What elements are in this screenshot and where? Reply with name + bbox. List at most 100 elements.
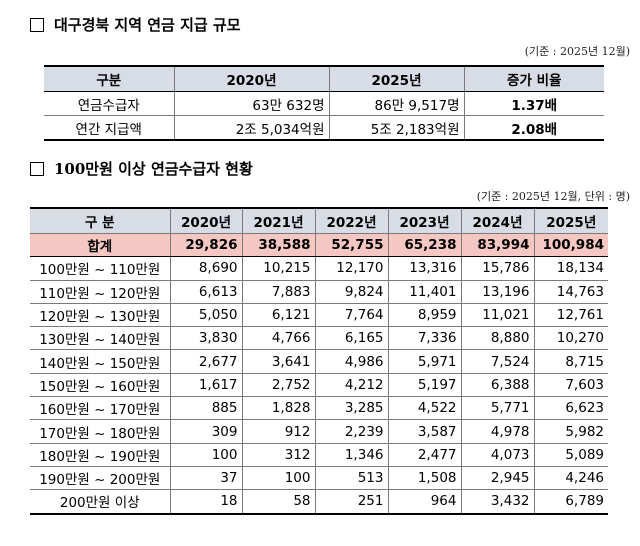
value-cell: 37 — [169, 465, 243, 491]
table-row: 100만원 ~ 110만원 8,690 10,215 12,170 13,316 15,7… — [30, 256, 608, 281]
table-row: 170만원 ~ 180만원 309 912 2,239 3,587 4,978 5,982 — [30, 419, 608, 444]
header-cell: 2022년 — [314, 207, 389, 234]
value-cell: 5,197 — [387, 372, 462, 398]
section2-note: (기준 : 2025년 12월, 단위 : 명) — [476, 190, 630, 203]
header-cell: 2025년 — [328, 65, 465, 92]
value-cell: 885 — [169, 396, 243, 421]
value-cell: 11,021 — [460, 302, 535, 328]
table-row: 연금수급자 63만 632명 86만 9,517명 1.37배 — [44, 91, 604, 116]
value-cell: 6,613 — [169, 279, 243, 304]
row-label: 연금수급자 — [44, 91, 175, 116]
value-cell: 964 — [387, 489, 462, 515]
row-label: 140만원 ~ 150만원 — [30, 349, 171, 374]
value-cell: 9,824 — [314, 279, 389, 304]
value-cell: 5,971 — [387, 349, 462, 374]
value-cell: 11,401 — [387, 279, 462, 304]
value-cell: 5,050 — [169, 302, 243, 328]
row-label: 130만원 ~ 140만원 — [30, 326, 171, 351]
header-cell: 2023년 — [387, 207, 462, 234]
value-cell: 3,432 — [460, 489, 535, 515]
checkbox-square-icon — [30, 161, 44, 176]
value-cell: 4,073 — [460, 442, 535, 467]
value-cell: 4,986 — [314, 349, 389, 374]
value-cell: 10,215 — [241, 256, 316, 281]
table-row: 200만원 이상 18 58 251 964 3,432 6,789 — [30, 489, 608, 515]
value-cell: 4,766 — [241, 326, 316, 351]
header-cell: 구 분 — [30, 207, 171, 234]
ratio-cell: 2.08배 — [463, 115, 604, 141]
value-cell: 6,121 — [241, 302, 316, 328]
header-cell: 2021년 — [241, 207, 316, 234]
value-cell: 18,134 — [533, 256, 608, 281]
value-cell: 4,246 — [533, 465, 608, 491]
value-cell: 5조 2,183억원 — [328, 115, 465, 141]
value-cell: 3,587 — [387, 419, 462, 444]
table-row: 150만원 ~ 160만원 1,617 2,752 4,212 5,197 6,388 7,… — [30, 372, 608, 398]
value-cell: 7,603 — [533, 372, 608, 398]
row-label: 합계 — [30, 232, 171, 258]
value-cell: 312 — [241, 442, 316, 467]
value-cell: 52,755 — [314, 232, 389, 258]
value-cell: 5,982 — [533, 419, 608, 444]
value-cell: 7,336 — [387, 326, 462, 351]
value-cell: 13,316 — [387, 256, 462, 281]
value-cell: 4,978 — [460, 419, 535, 444]
row-label: 200만원 이상 — [30, 489, 171, 515]
value-cell: 3,285 — [314, 396, 389, 421]
value-cell: 8,959 — [387, 302, 462, 328]
header-cell: 증가 비율 — [463, 65, 604, 92]
value-cell: 13,196 — [460, 279, 535, 304]
table-header-row: 구분 2020년 2025년 증가 비율 — [44, 65, 604, 92]
value-cell: 7,883 — [241, 279, 316, 304]
value-cell: 83,994 — [460, 232, 535, 258]
value-cell: 63만 632명 — [173, 91, 330, 116]
value-cell: 4,212 — [314, 372, 389, 398]
value-cell: 100 — [169, 442, 243, 467]
value-cell: 2,752 — [241, 372, 316, 398]
table-row: 140만원 ~ 150만원 2,677 3,641 4,986 5,971 7,524 8,… — [30, 349, 608, 374]
value-cell: 912 — [241, 419, 316, 444]
value-cell: 15,786 — [460, 256, 535, 281]
value-cell: 18 — [169, 489, 243, 515]
header-cell: 2020년 — [169, 207, 243, 234]
value-cell: 251 — [314, 489, 389, 515]
header-cell: 2025년 — [533, 207, 608, 234]
checkbox-square-icon — [30, 17, 44, 32]
value-cell: 5,089 — [533, 442, 608, 467]
high-pension-recipients-table: 구 분 2020년 2021년 2022년 2023년 2024년 2025년 … — [30, 207, 608, 515]
value-cell: 513 — [314, 465, 389, 491]
value-cell: 309 — [169, 419, 243, 444]
row-label: 연간 지급액 — [44, 115, 175, 141]
section1-title: 대구경북 지역 연금 지급 규모 — [54, 16, 241, 34]
row-label: 170만원 ~ 180만원 — [30, 419, 171, 444]
header-cell: 2024년 — [460, 207, 535, 234]
value-cell: 10,270 — [533, 326, 608, 351]
table-row: 110만원 ~ 120만원 6,613 7,883 9,824 11,401 13,196… — [30, 279, 608, 304]
header-cell: 2020년 — [173, 65, 330, 92]
value-cell: 8,880 — [460, 326, 535, 351]
section1-heading: 대구경북 지역 연금 지급 규모 — [30, 14, 241, 35]
value-cell: 1,346 — [314, 442, 389, 467]
value-cell: 6,165 — [314, 326, 389, 351]
row-label: 120만원 ~ 130만원 — [30, 302, 171, 328]
value-cell: 58 — [241, 489, 316, 515]
section1-note: (기준 : 2025년 12월) — [524, 45, 630, 58]
row-label: 190만원 ~ 200만원 — [30, 465, 171, 491]
value-cell: 2,677 — [169, 349, 243, 374]
value-cell: 8,690 — [169, 256, 243, 281]
value-cell: 100,984 — [533, 232, 608, 258]
table-row: 130만원 ~ 140만원 3,830 4,766 6,165 7,336 8,880 10… — [30, 326, 608, 351]
value-cell: 3,641 — [241, 349, 316, 374]
value-cell: 86만 9,517명 — [328, 91, 465, 116]
table-row: 180만원 ~ 190만원 100 312 1,346 2,477 4,073 5,089 — [30, 442, 608, 467]
value-cell: 3,830 — [169, 326, 243, 351]
value-cell: 6,623 — [533, 396, 608, 421]
value-cell: 1,828 — [241, 396, 316, 421]
row-label: 180만원 ~ 190만원 — [30, 442, 171, 467]
value-cell: 38,588 — [241, 232, 316, 258]
value-cell: 65,238 — [387, 232, 462, 258]
value-cell: 4,522 — [387, 396, 462, 421]
table-row: 연간 지급액 2조 5,034억원 5조 2,183억원 2.08배 — [44, 115, 604, 141]
section2-title: 100만원 이상 연금수급자 현황 — [54, 160, 253, 178]
section2-heading: 100만원 이상 연금수급자 현황 — [30, 158, 253, 179]
